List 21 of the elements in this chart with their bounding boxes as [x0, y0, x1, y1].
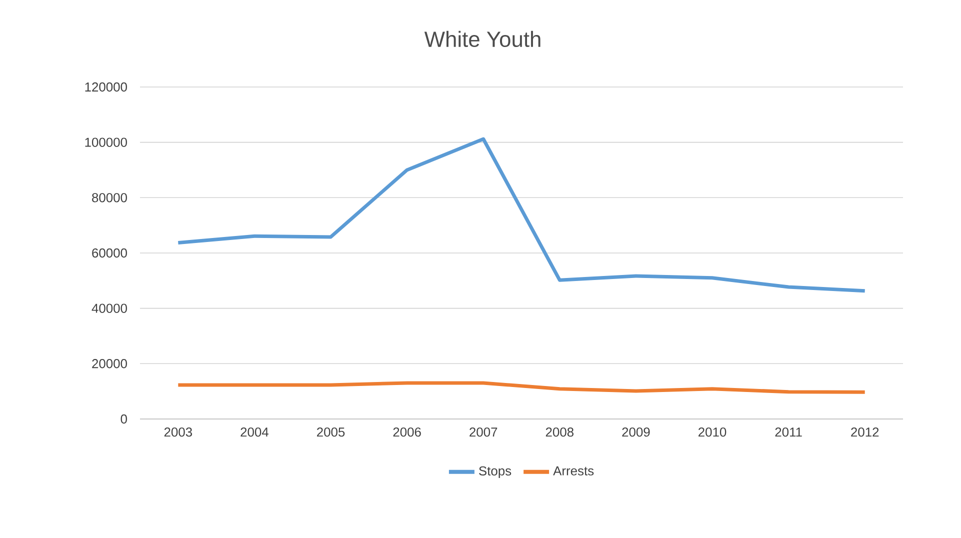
y-tick-label: 0 — [120, 414, 127, 424]
x-tick-label: 2010 — [698, 427, 726, 437]
x-tick-label: 2007 — [470, 427, 498, 437]
line-series — [176, 137, 867, 293]
y-tick-label: 120000 — [85, 82, 127, 92]
x-tick-label: 2006 — [393, 427, 421, 437]
x-tick-label: 2005 — [317, 427, 345, 437]
y-tick-label: 40000 — [92, 304, 127, 313]
x-tick-label: 2003 — [164, 427, 192, 437]
y-tick-label: 20000 — [92, 359, 127, 368]
x-tick-label: 2009 — [622, 427, 650, 437]
x-tick-label: 2004 — [240, 427, 268, 437]
x-tick-label: 2011 — [775, 427, 802, 437]
x-tick-label: 2008 — [546, 427, 574, 437]
legend-label: Stops — [479, 466, 512, 478]
y-tick-label: 100000 — [85, 138, 127, 147]
x-tick-label: 2012 — [851, 427, 879, 437]
y-tick-label: 60000 — [92, 248, 127, 258]
y-tick-label: 80000 — [92, 193, 127, 202]
chart-title: White Youth — [424, 30, 540, 48]
legend-label: Arrests — [553, 466, 594, 476]
